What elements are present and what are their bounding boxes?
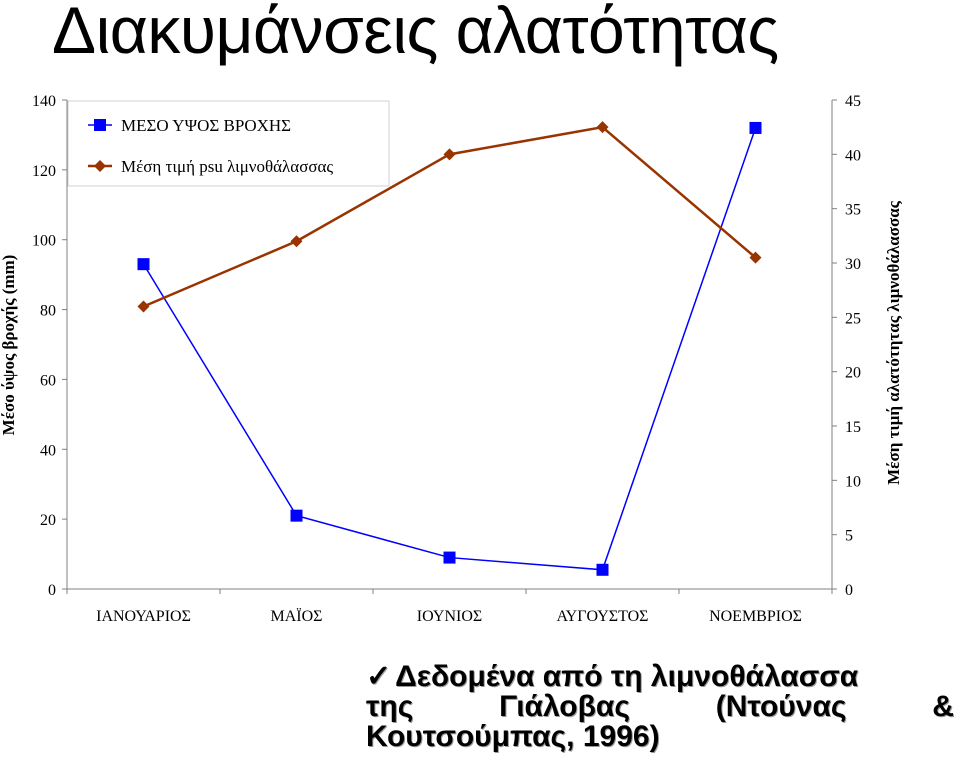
rainfall-data-point [137,258,150,271]
legend-entry-label: Μέση τιμή psu λιμνοθάλασσας [121,157,333,176]
salinity-data-point [137,300,150,313]
y-axis-tick-label: 100 [32,233,56,250]
y2-axis-tick-label: 35 [845,202,861,219]
source-note-word: της [366,690,414,723]
salinity-data-point [290,235,303,248]
y2-axis-tick-label: 40 [845,147,861,164]
source-note-line-3: Κουτσούμπας, 1996) [366,720,660,753]
rainfall-data-point [749,121,762,134]
y2-axis-tick-label: 25 [845,310,861,327]
salinity-rainfall-chart: 0 20 40 60 80 100 120 140 0 5 10 15 20 25 30 35 40 45 ΙΑΝΟ… [0,93,903,625]
rainfall-data-point [290,509,303,522]
y-axis-tick-label: 80 [40,303,56,320]
source-note-word: Γιάλοβας [499,690,630,723]
source-note-line-2: της Γιάλοβας (Ντούνας & [366,692,954,722]
y2-axis-label: Μέση τιμή αλατότητας λιμνοθάλασσας [884,200,903,485]
rainfall-series-line [142,127,757,571]
legend-marker [94,119,106,131]
checkmark-icon: ✓ [366,660,392,693]
source-note-line-1: Δεδομένα από τη λιμνοθάλασσα [395,660,859,693]
y-axis-tick-label: 20 [40,512,56,529]
salinity-data-point [749,251,762,264]
y-axis-label: Μέσο ύψος βροχής (mm) [0,255,18,436]
y2-axis-tick-label: 20 [845,365,861,382]
rainfall-data-point [596,563,609,576]
x-axis-tick-label: ΑΥΓΟΥΣΤΟΣ [557,608,649,625]
y-axis-tick-label: 60 [40,372,56,389]
x-axis-tick-label: ΝΟΕΜΒΡΙΟΣ [709,608,802,625]
page-title: Διακυμάνσεις αλατότητας [52,0,779,67]
y2-axis-tick-label: 45 [845,93,861,110]
source-note: ✓ Δεδομένα από τη λιμνοθάλασσα της Γιάλοβ… [366,662,954,752]
y2-axis-tick-label: 5 [845,528,853,545]
legend-box [67,100,390,187]
source-note-word: (Ντούνας [715,690,847,723]
legend-entry-label: ΜΕΣΟ ΥΨΟΣ ΒΡΟΧΗΣ [121,116,291,135]
salinity-data-point [596,121,609,134]
salinity-data-point [443,148,456,161]
x-axis-tick-label: ΜΑΪΟΣ [271,607,323,625]
legend-marker [94,160,106,172]
y-axis-tick-label: 40 [40,442,56,459]
y-axis-tick-label: 140 [32,93,56,110]
source-note-word: & [932,690,954,723]
y-axis-tick-label: 0 [48,582,56,599]
rainfall-data-point [443,551,456,564]
y2-axis-tick-label: 10 [845,473,861,490]
x-axis-tick-label: ΙΑΝΟΥΑΡΙΟΣ [96,608,191,625]
y-axis-tick-label: 120 [32,163,56,180]
y2-axis-tick-label: 15 [845,419,861,436]
y2-axis-tick-label: 0 [845,582,853,599]
y2-axis-tick-label: 30 [845,256,861,273]
x-axis-tick-label: ΙΟΥΝΙΟΣ [417,608,482,625]
